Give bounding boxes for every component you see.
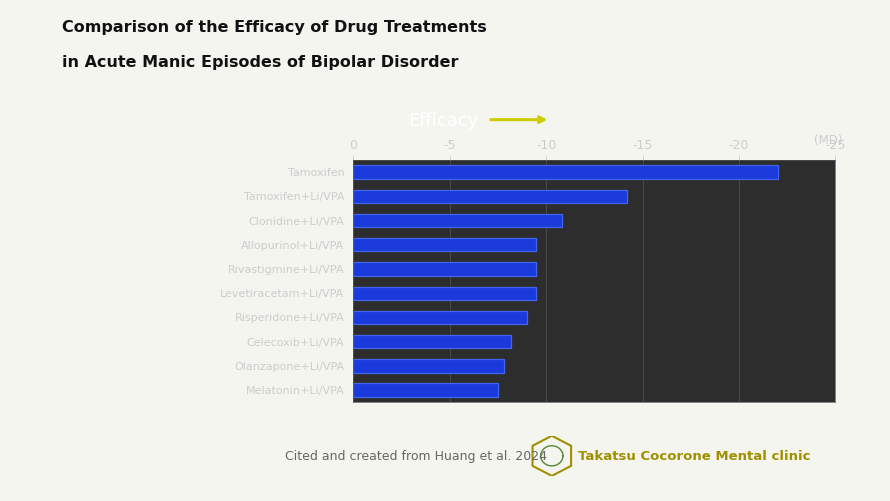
Bar <box>353 166 778 179</box>
Text: Celecoxib+Li/VPA: Celecoxib+Li/VPA <box>247 337 344 347</box>
Bar <box>353 190 627 203</box>
Bar <box>353 263 537 276</box>
Bar <box>353 384 498 397</box>
Text: Melatonin+Li/VPA: Melatonin+Li/VPA <box>246 385 344 395</box>
Bar <box>353 311 527 325</box>
Text: Cited and created from Huang et al. 2024: Cited and created from Huang et al. 2024 <box>285 449 546 462</box>
Bar <box>353 287 537 300</box>
Text: Risperidone+Li/VPA: Risperidone+Li/VPA <box>234 313 344 323</box>
Text: Clonidine+Li/VPA: Clonidine+Li/VPA <box>248 216 344 226</box>
Text: Rivastigmine+Li/VPA: Rivastigmine+Li/VPA <box>228 265 344 275</box>
Text: Tamoxifen: Tamoxifen <box>287 168 344 178</box>
Text: Levetiracetam+Li/VPA: Levetiracetam+Li/VPA <box>220 289 344 299</box>
Text: Tamoxifen+Li/VPA: Tamoxifen+Li/VPA <box>244 192 344 202</box>
Text: Takatsu Cocorone Mental clinic: Takatsu Cocorone Mental clinic <box>578 449 811 462</box>
Text: (MD): (MD) <box>813 134 842 147</box>
Text: Efficacy: Efficacy <box>409 111 479 129</box>
Bar <box>353 238 537 252</box>
Bar <box>353 360 504 373</box>
Bar <box>353 214 562 228</box>
Text: Olanzapone+Li/VPA: Olanzapone+Li/VPA <box>234 361 344 371</box>
Text: in Acute Manic Episodes of Bipolar Disorder: in Acute Manic Episodes of Bipolar Disor… <box>62 55 459 70</box>
Bar <box>353 335 512 349</box>
Text: Allopurinol+Li/VPA: Allopurinol+Li/VPA <box>241 240 344 250</box>
Text: Comparison of the Efficacy of Drug Treatments: Comparison of the Efficacy of Drug Treat… <box>62 20 487 35</box>
